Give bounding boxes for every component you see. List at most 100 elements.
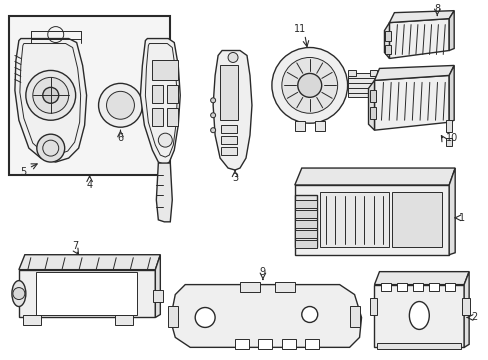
Bar: [294, 121, 304, 131]
Polygon shape: [294, 168, 454, 185]
Bar: [294, 210, 316, 218]
Bar: [294, 200, 316, 208]
Bar: [347, 73, 377, 97]
Circle shape: [106, 91, 134, 119]
Bar: [294, 220, 316, 228]
Polygon shape: [213, 50, 251, 170]
Text: 4: 4: [86, 180, 92, 190]
Bar: [412, 283, 423, 291]
Text: 10: 10: [445, 133, 457, 143]
Bar: [349, 306, 359, 328]
Text: 3: 3: [231, 173, 238, 183]
Circle shape: [210, 98, 215, 103]
Text: 7: 7: [72, 241, 79, 251]
Bar: [167, 108, 178, 126]
Circle shape: [281, 58, 337, 113]
Bar: [397, 283, 407, 291]
Bar: [319, 192, 388, 247]
Bar: [153, 289, 163, 302]
Polygon shape: [15, 39, 86, 162]
Polygon shape: [463, 272, 468, 347]
Bar: [152, 108, 163, 126]
Bar: [461, 298, 469, 315]
Polygon shape: [19, 255, 160, 270]
Circle shape: [227, 53, 238, 62]
Bar: [446, 120, 451, 132]
Circle shape: [195, 307, 215, 328]
Polygon shape: [384, 23, 388, 58]
Bar: [428, 283, 438, 291]
Text: 11: 11: [293, 24, 305, 33]
Bar: [369, 107, 376, 119]
Bar: [385, 31, 390, 41]
Circle shape: [42, 87, 59, 103]
Bar: [240, 282, 260, 292]
Bar: [115, 315, 133, 325]
Bar: [221, 136, 237, 144]
Bar: [369, 90, 376, 102]
Bar: [220, 66, 238, 120]
Bar: [385, 45, 390, 54]
Circle shape: [99, 84, 142, 127]
Circle shape: [158, 133, 172, 147]
Bar: [381, 283, 390, 291]
Bar: [152, 60, 178, 80]
Polygon shape: [170, 285, 361, 347]
Polygon shape: [155, 255, 160, 318]
Text: 9: 9: [259, 267, 265, 276]
Bar: [446, 138, 451, 146]
Bar: [377, 343, 460, 349]
Bar: [274, 282, 294, 292]
Circle shape: [33, 77, 68, 113]
Bar: [9, 15, 170, 175]
Polygon shape: [368, 80, 374, 130]
Bar: [294, 230, 316, 238]
Text: 6: 6: [117, 133, 123, 143]
Bar: [235, 339, 248, 349]
Polygon shape: [374, 66, 453, 80]
Bar: [392, 192, 441, 247]
Bar: [369, 71, 377, 76]
Bar: [347, 71, 355, 76]
Text: 2: 2: [470, 312, 476, 323]
Polygon shape: [448, 168, 454, 255]
Circle shape: [26, 71, 76, 120]
Circle shape: [210, 128, 215, 133]
Circle shape: [271, 48, 347, 123]
Polygon shape: [448, 11, 453, 50]
Polygon shape: [374, 272, 468, 285]
Bar: [36, 272, 137, 315]
Circle shape: [301, 306, 317, 323]
Polygon shape: [374, 285, 463, 347]
Bar: [221, 147, 237, 155]
Polygon shape: [388, 19, 448, 58]
Bar: [23, 315, 41, 325]
Text: 5: 5: [20, 167, 26, 177]
Polygon shape: [448, 66, 453, 122]
Bar: [314, 121, 324, 131]
Polygon shape: [19, 270, 155, 318]
Bar: [167, 85, 178, 103]
Polygon shape: [374, 75, 448, 130]
Bar: [304, 339, 318, 349]
Polygon shape: [294, 185, 448, 255]
Ellipse shape: [408, 302, 428, 329]
Polygon shape: [388, 11, 453, 23]
Text: 8: 8: [433, 4, 439, 14]
Bar: [221, 125, 237, 133]
Bar: [168, 306, 178, 328]
Text: 1: 1: [458, 213, 464, 223]
Bar: [281, 339, 295, 349]
Ellipse shape: [12, 280, 26, 306]
Circle shape: [37, 134, 64, 162]
Circle shape: [297, 73, 321, 97]
Bar: [294, 195, 316, 247]
Bar: [152, 85, 163, 103]
Circle shape: [210, 113, 215, 118]
Polygon shape: [156, 163, 172, 222]
Bar: [369, 298, 377, 315]
Bar: [444, 283, 454, 291]
Circle shape: [13, 288, 25, 300]
Polygon shape: [140, 39, 180, 165]
Bar: [258, 339, 271, 349]
